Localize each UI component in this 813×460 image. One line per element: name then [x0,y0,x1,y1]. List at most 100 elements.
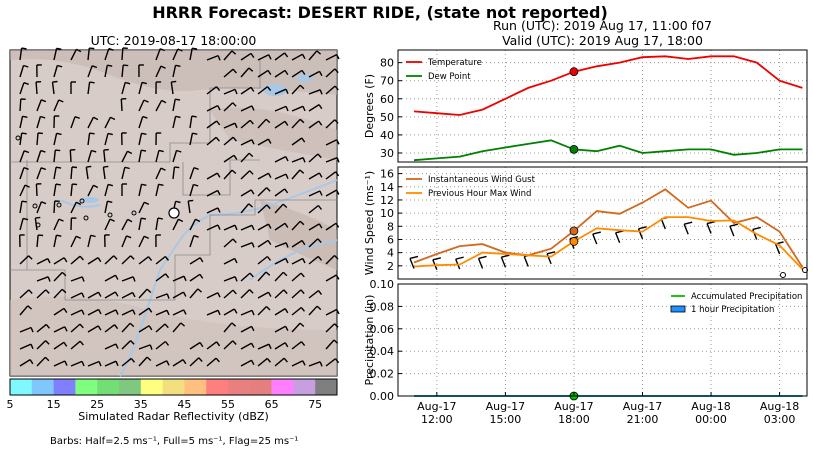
map-wind-barb [138,99,145,112]
y-tick-label: 30 [380,147,394,160]
y-tick-label: 0.10 [370,278,395,291]
map-wind-barb-flag [284,70,289,75]
y-axis-label: Wind Speed (ms⁻¹) [363,171,376,275]
map-wind-barb [274,222,286,231]
map-wind-barb-flag [57,64,63,68]
map-wind-barb [155,48,161,61]
map-wind-barb [104,201,109,214]
map-wind-barb [274,188,286,197]
wind-barb-flag [592,231,601,235]
map-wind-barb-flag [40,167,47,171]
map-wind-barb [240,67,250,78]
colorbar-tick-label: 65 [265,398,279,411]
map-wind-barb [155,65,162,78]
map-wind-barb [240,105,253,112]
y-tick-label: 50 [380,111,394,124]
map-wind-barb-flag [334,358,340,364]
wind-barb-flag [706,220,716,225]
map-wind-barb [70,323,81,333]
map-wind-barb [325,323,336,333]
map-wind-barb [87,235,92,248]
x-tick-label-date: Aug-17 [623,400,662,413]
wind-barb [477,258,484,269]
map-wind-barb-flag [217,310,221,316]
series-line [413,139,803,162]
y-tick-label: 12 [380,194,394,207]
map-wind-barb [325,222,337,231]
map-wind-barb [291,306,302,316]
map-wind-barb-flag [285,173,289,179]
map-wind-barb-flag [29,359,34,365]
map-wind-barb [257,54,270,61]
map-wind-barb-flag [250,359,255,366]
x-tick-label-date: Aug-17 [417,400,456,413]
map-wind-barb-flag [301,70,306,75]
map-wind-barb-flag [192,47,198,50]
map-wind-barb [104,218,111,231]
map-wind-barb-flag [191,115,197,118]
map-wind-barb-flag [284,120,289,126]
map-wind-barb-flag [114,324,119,330]
map-wind-barb [138,325,150,333]
map-wind-barb-flag [45,323,51,329]
map-wind-barb-flag [317,255,323,261]
map-wind-barb [87,82,91,95]
map-wind-barb [53,218,60,231]
map-wind-barb [104,274,116,282]
map-wind-barb [206,136,217,146]
map-wind-barb-flag [265,271,271,276]
map-wind-barb [120,98,123,112]
map-wind-barb [325,339,335,350]
map-wind-barb-flag [266,204,271,210]
map-wind-barb [36,235,39,248]
x-tick-label-date: Aug-17 [554,400,593,413]
map-wind-barb [138,133,143,146]
map-wind-barb [257,187,268,197]
map-wind-barb-flag [160,167,166,171]
map-wind-barb-flag [56,234,62,237]
map-wind-barb [155,184,160,197]
map-wind-barb-flag [250,86,255,92]
map-wind-barb [257,172,269,180]
map-wind-barb [53,360,66,367]
map-wind-barb [189,133,194,146]
map-wind-barb [291,84,301,95]
colorbar-swatch [53,379,76,395]
wind-barb [614,232,621,244]
map-wind-barb-flag [251,225,255,231]
map-wind-barb [87,133,91,146]
map-wind-barb-flag [216,120,221,126]
map-wind-barb-flag [299,118,305,124]
map-wind-barb [53,167,57,180]
map-wind-barb-flag [146,288,152,294]
lakes [81,74,313,203]
wind-barb [546,253,552,265]
map-wind-barb-flag [148,325,153,331]
map-wind-barb [240,152,250,163]
map-wind-barb [172,167,176,180]
map-wind-barb-flag [161,99,167,104]
colorbar-frame [9,378,338,396]
map-wind-barb-flag [319,361,323,367]
map-wind-barb-flag [71,166,78,169]
wind-barb-flag [546,251,556,255]
map-wind-barb [19,116,24,129]
map-wind-barb-flag [300,289,305,295]
map-wind-barb-flag [299,169,305,174]
map-wind-barb [308,70,320,78]
map-wind-barb [36,323,47,333]
x-tick-label-time: 03:00 [764,413,796,426]
map-wind-barb-flag [103,165,109,168]
map-wind-barb [308,120,320,129]
map-wind-barb-flag [177,218,184,223]
map-wind-barb [19,289,30,299]
map-wind-barb-flag [251,139,255,145]
map-wind-barb-flag [22,115,28,118]
map-wind-barb [223,102,234,112]
x-tick-label-time: 15:00 [490,413,522,426]
map-wind-barb-flag [217,292,221,298]
map-wind-barb-flag [21,200,27,203]
map-wind-barb-flag [284,342,289,348]
map-wind-barb-flag [40,115,46,119]
valid-time-marker [569,237,579,246]
